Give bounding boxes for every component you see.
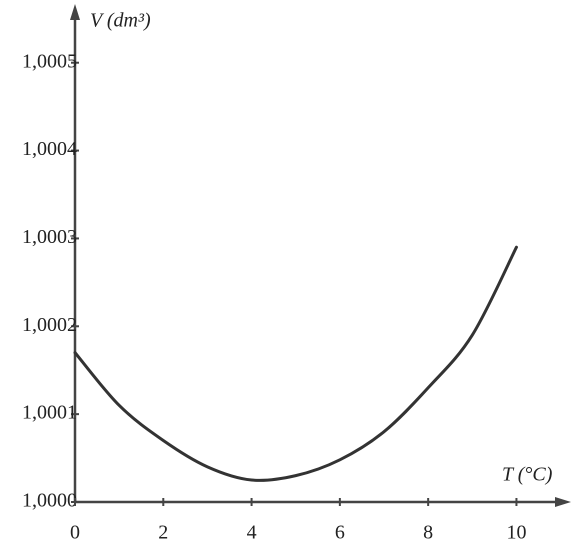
x-tick-label: 2	[158, 522, 168, 544]
y-tick-label: 1,0002	[22, 314, 77, 336]
y-axis-arrow	[70, 4, 80, 20]
x-axis-arrow	[555, 497, 571, 507]
x-tick-label: 6	[335, 522, 345, 544]
y-tick-label: 1,0005	[22, 50, 77, 72]
x-tick-label: 8	[423, 522, 433, 544]
y-tick-label: 1,0003	[22, 226, 77, 248]
y-tick-label: 1,0004	[22, 138, 77, 160]
curve	[73, 245, 518, 482]
y-tick-label: 1,0000	[22, 490, 77, 512]
x-tick-label: 0	[70, 522, 80, 544]
y-tick-label: 1,0001	[22, 402, 77, 424]
x-tick-label: 10	[506, 522, 526, 544]
x-axis-label: T (°C)	[502, 464, 553, 486]
x-tick-label: 4	[247, 522, 257, 544]
y-axis-label: V (dm³)	[90, 10, 151, 32]
